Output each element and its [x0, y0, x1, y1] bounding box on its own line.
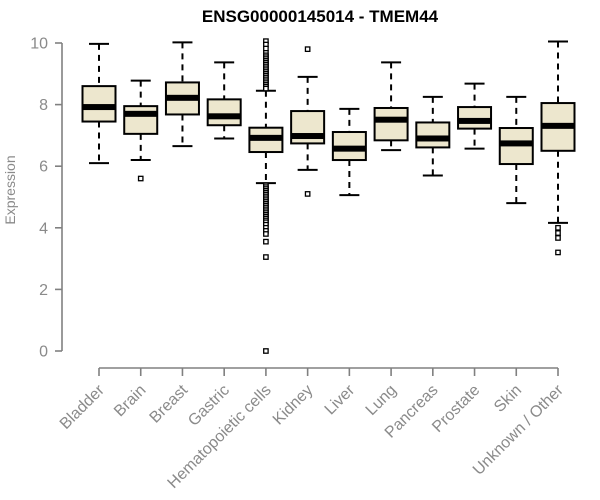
outlier-point	[304, 46, 311, 53]
iqr-box	[123, 105, 159, 135]
box-unknown-other	[540, 40, 576, 256]
box-kidney	[290, 46, 326, 197]
median-line	[499, 140, 533, 147]
outlier-point	[263, 348, 269, 354]
median-line	[541, 122, 575, 129]
median-line	[416, 135, 450, 142]
box-lung	[373, 61, 409, 152]
outlier-point	[263, 254, 269, 260]
outlier-point	[263, 85, 269, 92]
median-line	[458, 117, 492, 124]
median-line	[291, 133, 325, 140]
median-line	[374, 116, 408, 123]
box-hematopoietic-cells	[248, 38, 284, 354]
box-brain	[123, 79, 159, 182]
x-category-label-brain: Brain	[111, 382, 149, 420]
x-category-label-bladder: Bladder	[57, 381, 108, 432]
median-line	[124, 110, 158, 117]
box-bladder	[81, 42, 117, 165]
iqr-box	[373, 106, 409, 142]
median-line	[249, 134, 283, 141]
y-tick-label-8: 8	[39, 97, 48, 114]
chart-title: ENSG00000145014 - TMEM44	[202, 7, 439, 26]
outlier-point	[555, 235, 561, 241]
y-axis-label: Expression	[2, 155, 18, 224]
box-liver	[331, 107, 367, 197]
box-gastric	[206, 61, 242, 140]
x-category-label-lung: Lung	[363, 382, 400, 419]
median-line	[165, 94, 199, 101]
median-line	[207, 113, 241, 120]
outlier-point	[555, 224, 561, 231]
outlier-point	[263, 231, 269, 237]
iqr-box	[457, 106, 493, 130]
outlier-point	[304, 191, 311, 197]
x-category-label-skin: Skin	[491, 382, 525, 416]
box-series	[81, 38, 576, 354]
iqr-box	[415, 121, 451, 149]
iqr-box	[206, 98, 242, 127]
median-line	[332, 145, 366, 152]
y-tick-label-6: 6	[39, 159, 48, 176]
outlier-point	[555, 230, 561, 236]
y-tick-label-10: 10	[30, 36, 48, 53]
box-breast	[164, 41, 200, 148]
box-prostate	[457, 82, 493, 150]
outlier-point	[263, 238, 269, 245]
outlier-point	[555, 249, 561, 256]
outlier-point	[137, 175, 144, 182]
x-category-label-breast: Breast	[147, 381, 192, 426]
x-category-label-liver: Liver	[322, 381, 359, 418]
box-pancreas	[415, 95, 451, 177]
y-tick-label-4: 4	[39, 220, 48, 237]
box-skin	[498, 95, 534, 205]
y-tick-label-2: 2	[39, 282, 48, 299]
y-tick-label-0: 0	[39, 344, 48, 361]
iqr-box	[81, 85, 117, 123]
median-line	[82, 104, 116, 111]
x-category-label-kidney: Kidney	[270, 382, 317, 429]
